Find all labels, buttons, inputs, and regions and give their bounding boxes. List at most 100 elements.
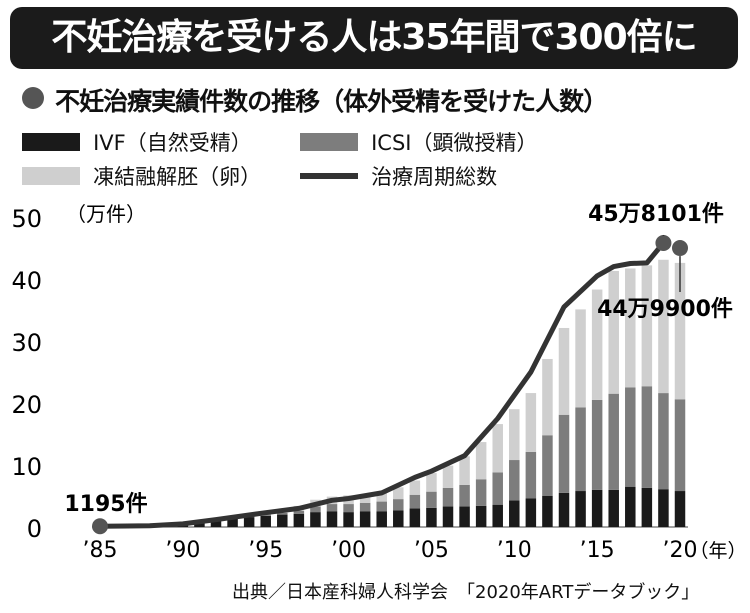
y-tick-label: 10 [11, 453, 42, 481]
bar-frozen-2017 [625, 268, 636, 388]
x-tick-label: ’15 [580, 538, 615, 563]
bar-ivf-1996 [277, 514, 288, 527]
bar-ivf-1997 [293, 513, 305, 527]
bar-frozen-2010 [509, 409, 520, 461]
bar-frozen-2001 [359, 494, 371, 503]
bar-icsi-2000 [343, 504, 354, 513]
bar-ivf-2011 [525, 498, 537, 527]
bar-ivf-2000 [343, 512, 354, 527]
bar-icsi-2018 [641, 386, 653, 488]
bar-ivf-2016 [608, 489, 619, 527]
x-tick-label: ’20 [663, 538, 698, 563]
bar-ivf-1993 [227, 518, 238, 527]
bar-icsi-2007 [459, 484, 470, 507]
bar-ivf-2005 [426, 507, 437, 527]
bar-icsi-1999 [326, 504, 338, 512]
bar-icsi-2005 [426, 491, 437, 508]
y-tick-label: 30 [11, 329, 42, 357]
legend-item-frozen: 凍結融解胚（卵） [22, 161, 262, 189]
bar-icsi-2002 [376, 501, 387, 512]
bar-frozen-2013 [558, 327, 570, 415]
bar-ivf-1995 [260, 515, 271, 527]
bar-frozen-2020 [674, 262, 686, 400]
bar-frozen-2009 [492, 424, 503, 473]
bar-ivf-1992 [210, 520, 222, 527]
bar-ivf-2013 [558, 492, 570, 527]
bar-frozen-2014 [575, 309, 586, 408]
bar-ivf-2009 [492, 504, 503, 527]
bar-ivf-2007 [459, 506, 470, 527]
bar-icsi-2008 [475, 479, 487, 506]
y-tick-label: 0 [27, 515, 42, 543]
bar-frozen-2002 [376, 492, 387, 502]
bar-icsi-2013 [558, 414, 570, 493]
bar-ivf-2010 [509, 500, 520, 527]
bar-frozen-2015 [591, 289, 603, 400]
bar-icsi-2012 [542, 435, 553, 496]
total-cycles-line [99, 241, 666, 529]
bar-ivf-1991 [194, 522, 205, 527]
bar-icsi-2006 [442, 487, 454, 507]
bar-ivf-2020 [674, 491, 686, 527]
bar-frozen-2018 [641, 265, 653, 387]
bar-ivf-2006 [442, 506, 454, 527]
bar-frozen-2011 [525, 393, 537, 452]
bar-ivf-2019 [658, 489, 669, 527]
legend-swatch-ivf [22, 133, 80, 151]
bar-frozen-2012 [542, 358, 553, 436]
chart-subtitle-row: 不妊治療実績件数の推移（体外受精を受けた人数） [22, 82, 608, 118]
bar-ivf-1998 [310, 512, 321, 527]
bar-frozen-2006 [442, 465, 454, 488]
x-tick-label: ’95 [248, 538, 283, 563]
x-year-suffix: （年） [689, 540, 746, 562]
bar-frozen-2004 [409, 480, 421, 495]
legend-label-frozen: 凍結融解胚（卵） [93, 165, 262, 189]
bar-ivf-2002 [376, 511, 387, 527]
y-tick-label: 20 [11, 391, 42, 419]
bar-ivf-2018 [641, 487, 653, 527]
bar-frozen-2019 [658, 259, 669, 394]
legend-swatch-total-line [300, 173, 358, 179]
annotation-point-2019 [655, 234, 672, 251]
annotation-label-2020: 44万9900件 [597, 297, 733, 322]
bar-frozen-2003 [393, 487, 404, 500]
bar-icsi-2004 [409, 494, 421, 509]
x-tick-label: ’85 [83, 538, 118, 563]
bar-icsi-1996 [277, 512, 288, 515]
bar-ivf-1999 [326, 511, 338, 527]
bar-icsi-2020 [674, 399, 686, 492]
bar-frozen-2007 [459, 456, 470, 485]
legend-label-ivf: IVF（自然受精） [93, 131, 252, 155]
bullet-dot-icon [22, 87, 44, 109]
bar-icsi-2017 [625, 387, 636, 487]
bar-icsi-2016 [608, 393, 619, 490]
bar-ivf-1994 [243, 517, 255, 527]
legend-item-total-line: 治療周期総数 [300, 161, 497, 189]
y-tick-label: 50 [11, 205, 42, 233]
annotation-point-1985 [92, 518, 108, 535]
bar-ivf-2012 [542, 496, 553, 527]
bar-icsi-2019 [658, 393, 669, 490]
x-tick-label: ’00 [331, 538, 366, 563]
bar-icsi-2001 [359, 502, 371, 512]
annotation-label-1985: 1195件 [64, 492, 147, 517]
x-tick-label: ’10 [497, 538, 532, 563]
legend-label-icsi: ICSI（顕微授精） [371, 131, 538, 155]
x-tick-label: ’05 [414, 538, 449, 563]
bar-ivf-2008 [475, 505, 487, 527]
bar-ivf-2015 [591, 489, 603, 527]
bar-ivf-2004 [409, 508, 421, 527]
source-note: 出典／日本産科婦人科学会 「2020年ARTデータブック」 [232, 582, 700, 603]
annotation-label-2019: 45万8101件 [588, 202, 724, 227]
bar-icsi-2010 [509, 460, 520, 501]
x-tick-label: ’90 [165, 538, 200, 563]
y-tick-label: 40 [11, 267, 42, 295]
legend-item-ivf: IVF（自然受精） [22, 127, 252, 155]
bar-icsi-1997 [293, 510, 305, 514]
chart-subtitle: 不妊治療実績件数の推移（体外受精を受けた人数） [55, 87, 608, 116]
page-title: 不妊治療を受ける人は35年間で300倍に [51, 17, 697, 58]
bar-frozen-2005 [426, 473, 437, 492]
legend-swatch-icsi [300, 133, 358, 151]
bar-ivf-2014 [575, 491, 586, 527]
